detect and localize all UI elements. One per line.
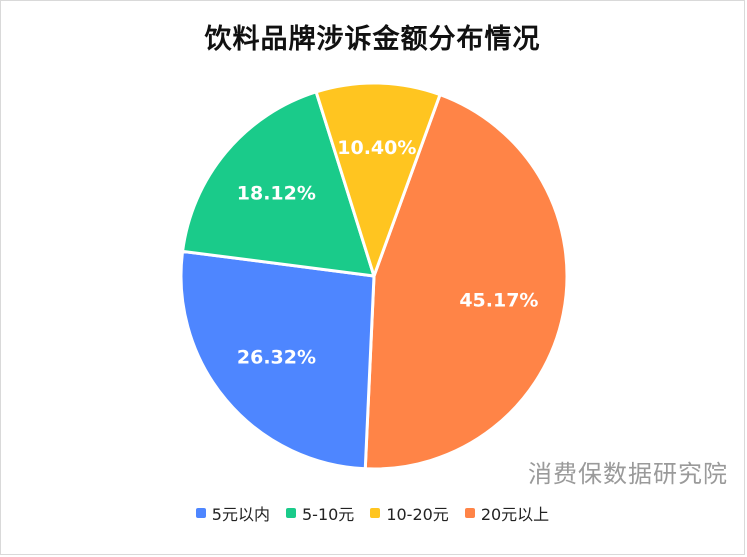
legend-swatch-2	[370, 508, 381, 518]
pie-slice-3[interactable]	[314, 81, 442, 278]
chart-title: 饮料品牌涉诉金额分布情况	[204, 24, 541, 55]
legend-swatch-3	[464, 508, 475, 518]
pie-slice-0[interactable]	[363, 93, 569, 471]
legend-item-2[interactable]: 10-20元	[370, 501, 449, 525]
slice-label-0: 45.17%	[459, 289, 538, 311]
legend-item-0[interactable]: 5元以内	[195, 501, 270, 525]
slice-label-3: 10.40%	[337, 137, 416, 159]
source-watermark: 消费保数据研究院	[528, 460, 728, 488]
pie-slice-1[interactable]	[179, 249, 376, 471]
legend-item-1[interactable]: 5-10元	[285, 501, 355, 525]
legend-swatch-0	[195, 508, 206, 518]
slice-label-2: 18.12%	[237, 183, 316, 205]
pie-slice-2[interactable]	[181, 90, 376, 278]
legend-label-3: 20元以上	[480, 505, 550, 524]
legend-label-1: 5-10元	[301, 505, 355, 524]
legend-item-3[interactable]: 20元以上	[464, 501, 550, 525]
chart-legend: 5元以内 5-10元 10-20元 20元以上	[1, 501, 744, 525]
pie-slices	[179, 81, 569, 471]
legend-label-2: 10-20元	[386, 505, 449, 524]
slice-label-1: 26.32%	[237, 346, 316, 368]
pie-labels: 45.17% 26.32% 18.12% 10.40%	[237, 137, 539, 368]
legend-label-0: 5元以内	[211, 505, 270, 524]
legend-swatch-1	[285, 508, 296, 518]
